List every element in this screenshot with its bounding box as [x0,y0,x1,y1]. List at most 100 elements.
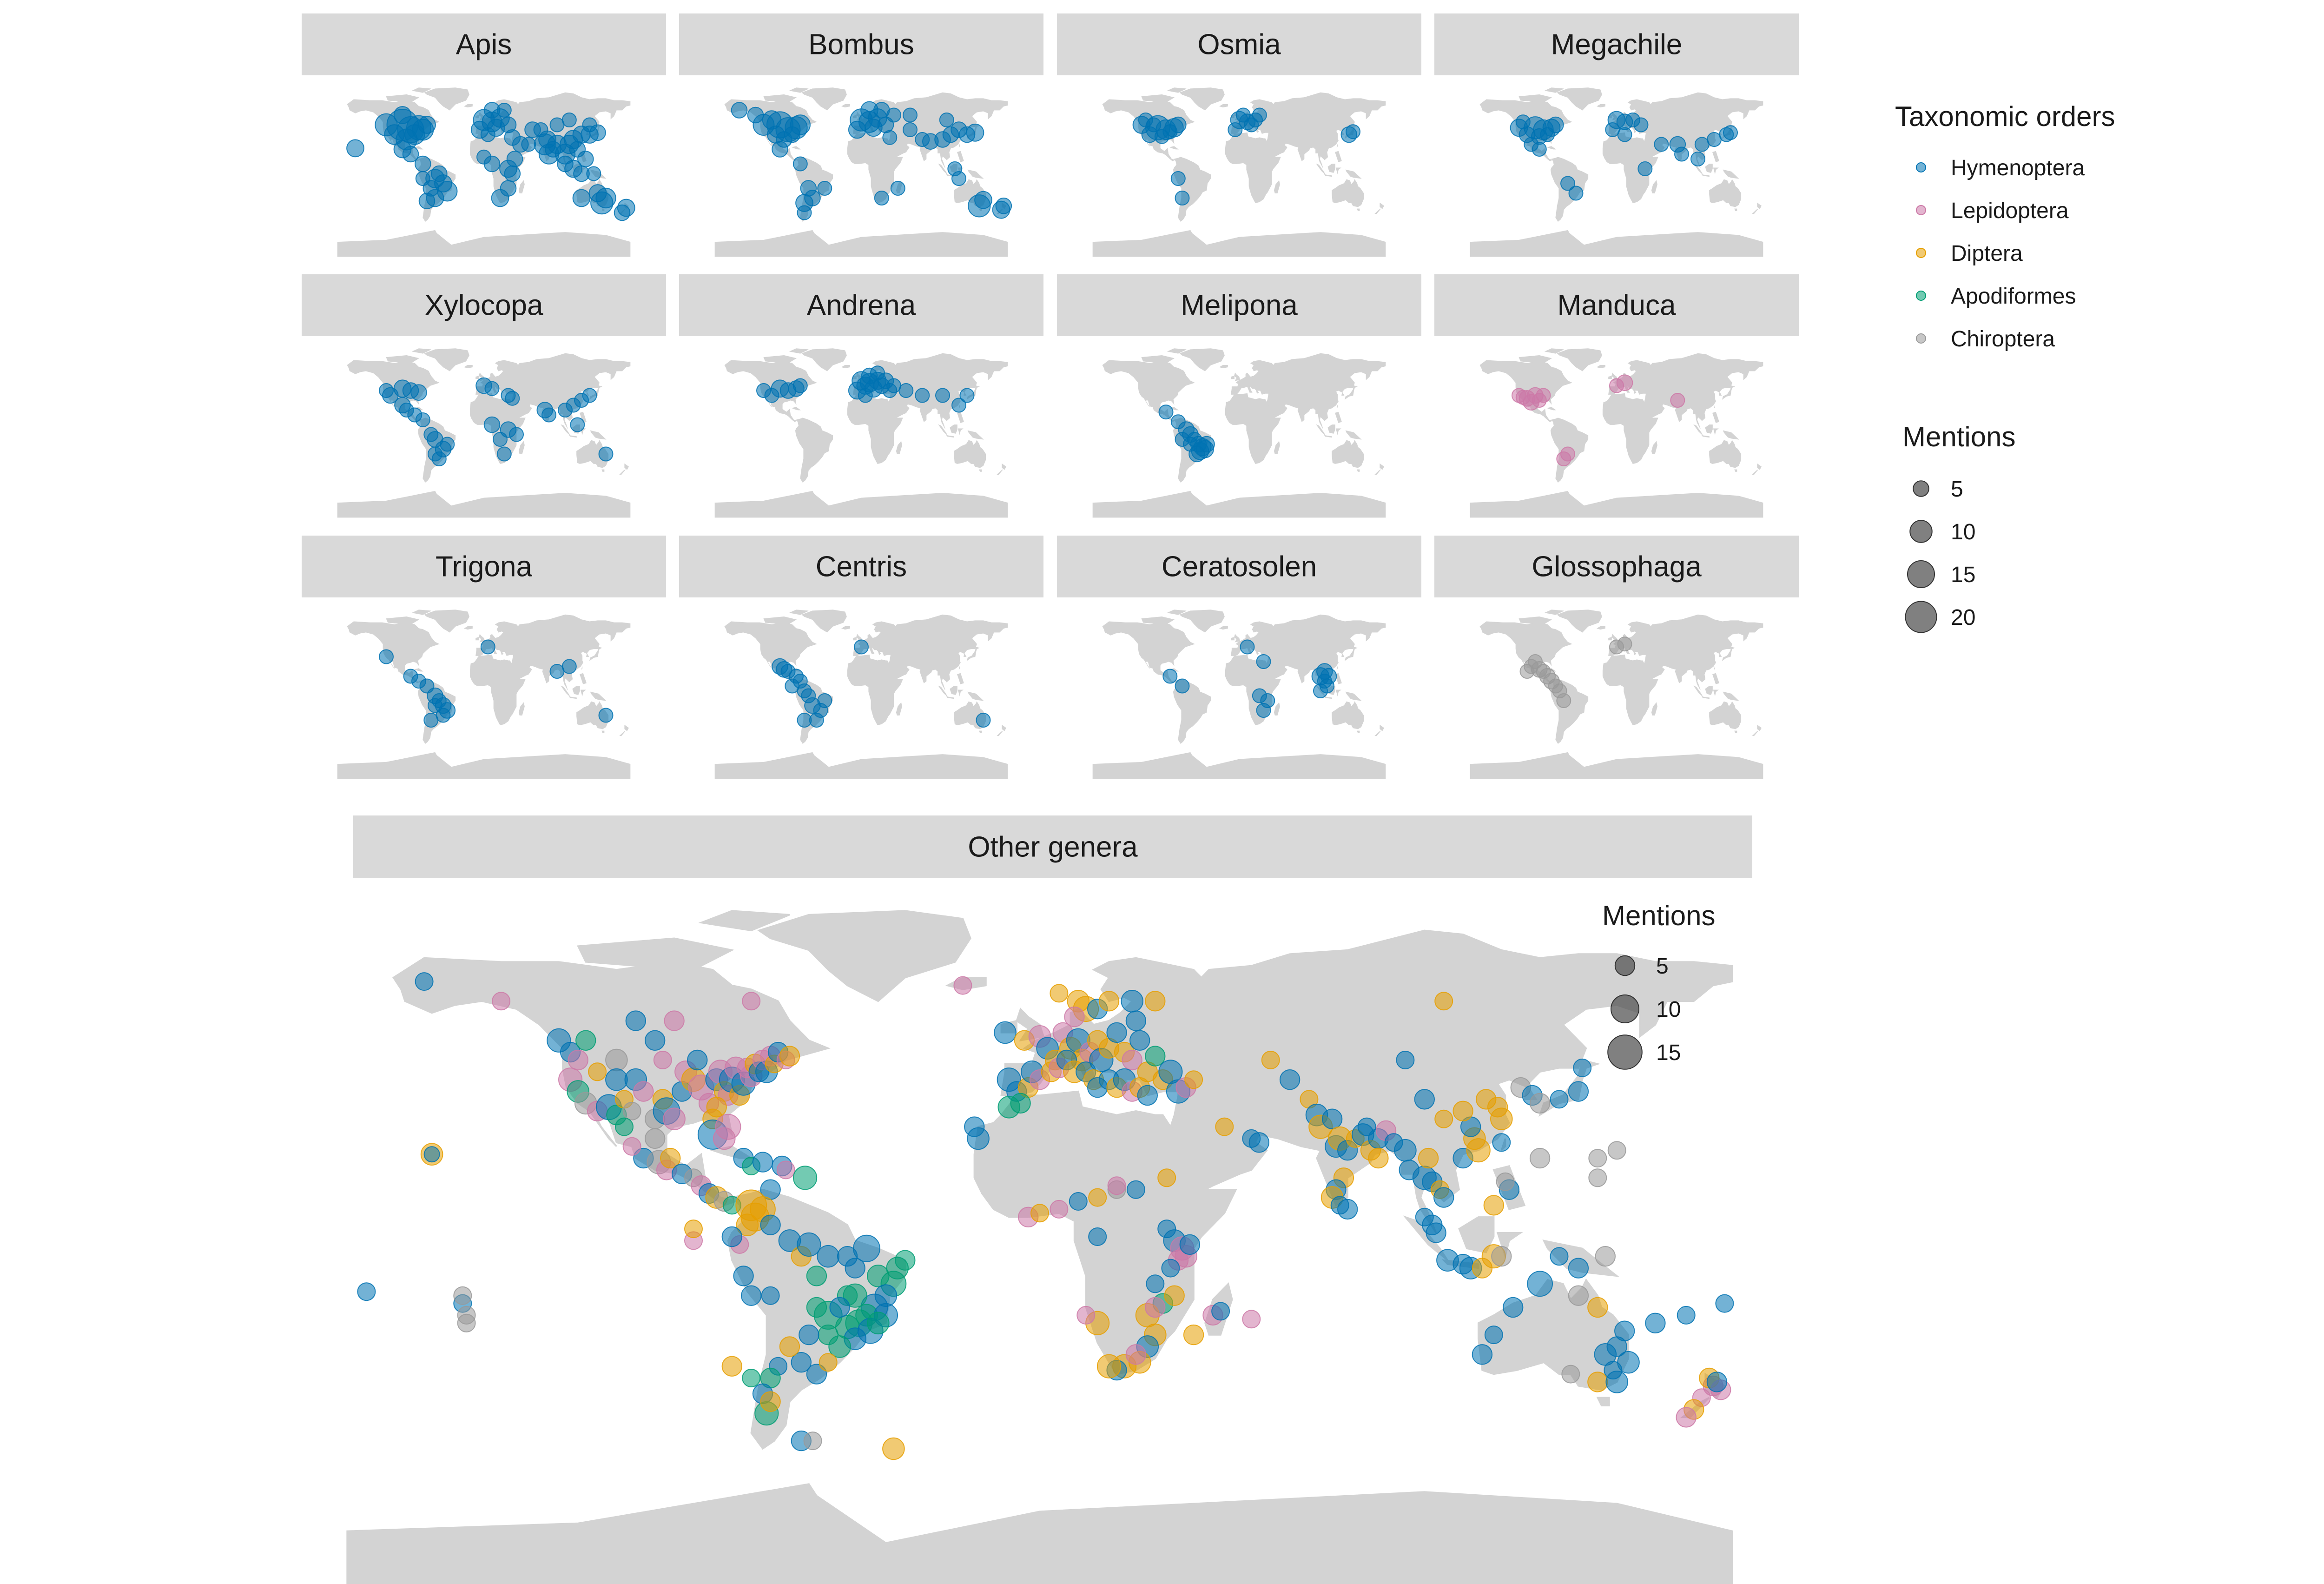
panel-other-genera-point-chiroptera [1568,1285,1589,1306]
panel-apis-point-hymenoptera [588,184,607,202]
panel-apis-point-hymenoptera [476,149,491,165]
legend-size-label: 15 [1951,563,1975,587]
panel-other-genera-point-hymenoptera [1414,1089,1435,1110]
panel-other-genera-point-diptera [819,1353,838,1372]
panel-other-genera-point-chiroptera [1529,1093,1551,1114]
panel-other-genera-point-diptera [706,1097,727,1118]
panel-other-genera-point-hymenoptera [357,1282,376,1301]
panel-xylocopa-point-hymenoptera [379,383,394,398]
panel-xylocopa-point-hymenoptera [415,412,430,427]
panel-other-genera-point-apodiformes [793,1166,818,1190]
panel-megachile-point-hymenoptera [1568,186,1584,201]
legend-label-lepidoptera: Lepidoptera [1951,199,2069,223]
panel-ceratosolen-point-hymenoptera [1240,639,1255,655]
panel-megachile-strip [1434,13,1799,75]
panel-xylocopa-strip [302,274,666,336]
panel-other-genera-point-diptera [1215,1117,1234,1136]
panel-other-genera-point-hymenoptera [1211,1302,1230,1321]
panel-bombus-strip [679,13,1043,75]
panel-other-genera-point-chiroptera [1588,1168,1607,1187]
panel-other-genera-point-diptera [1368,1147,1389,1169]
panel-other-genera-point-diptera [882,1437,905,1460]
panel-megachile-point-hymenoptera [1674,146,1689,162]
panel-other-genera-point-hymenoptera [994,1021,1017,1044]
panel-other-genera-point-hymenoptera [967,1127,990,1150]
panel-centris-point-hymenoptera [817,693,832,708]
panel-apis-point-hymenoptera [582,117,597,133]
panel-glossophaga-strip [1434,536,1799,597]
panel-other-genera-point-hymenoptera [1706,1372,1728,1392]
panel-other-genera-point-hymenoptera [1605,1371,1628,1393]
panel-other-genera-point-hymenoptera [1396,1051,1415,1069]
panel-xylocopa-point-hymenoptera [484,381,500,396]
panel-other-genera-point-diptera [1261,1051,1280,1069]
panel-other-genera-point-hymenoptera [1321,1108,1343,1129]
panel-other-genera-point-hymenoptera [1472,1344,1493,1365]
panel-other-genera-point-hymenoptera [1433,1187,1454,1208]
panel-xylocopa-point-hymenoptera [423,427,439,442]
panel-apis-point-hymenoptera [506,151,523,167]
panel-trigona-point-hymenoptera [561,659,577,674]
panel-andrena-point-hymenoptera [935,388,950,403]
panel-other-genera-point-chiroptera [1607,1141,1626,1160]
legend-key-diptera [1916,248,1926,258]
panel-manduca-point-lepidoptera [1512,388,1526,403]
panel-other-genera-point-hymenoptera [1179,1234,1201,1255]
legend-size-key [1905,601,1937,633]
panel-other-genera-point-lepidoptera [953,976,972,995]
panel-other-genera-point-diptera [779,1336,800,1357]
panel-apis-point-hymenoptera [614,204,631,221]
panel-other-genera-point-hymenoptera [605,1068,628,1091]
panel-melipona-strip [1057,274,1421,336]
panel-other-genera-point-hymenoptera [625,1010,647,1031]
panel-centris-land [714,609,1009,780]
legend-big-size-key [1611,994,1639,1023]
legend-size-key [1907,560,1935,588]
panel-osmia-point-hymenoptera [1170,171,1186,186]
panel-other-genera-point-hymenoptera [853,1234,880,1262]
panel-other-genera-point-chiroptera [1529,1147,1551,1169]
panel-other-genera-point-hymenoptera [1137,1085,1158,1106]
panel-centris-point-hymenoptera [797,713,812,728]
panel-megachile-point-hymenoptera [1532,142,1547,157]
panel-other-genera-point-lepidoptera [1676,1407,1697,1428]
panel-megachile-point-hymenoptera [1540,127,1555,142]
panel-apis-point-hymenoptera [431,165,448,182]
legend-label-apodiformes: Apodiformes [1951,284,2076,309]
panel-megachile-point-hymenoptera [1690,152,1705,166]
panel-xylocopa-point-hymenoptera [496,446,512,462]
legend-size-label: 20 [1951,605,1975,630]
panel-xylocopa-point-hymenoptera [493,432,508,447]
panel-manduca-point-lepidoptera [1556,451,1571,466]
panel-other-genera-point-hymenoptera [1492,1133,1511,1152]
panel-other-genera-point-diptera [660,1147,681,1169]
panel-other-genera-point-hymenoptera [1088,1227,1107,1246]
panel-other-genera-strip [353,815,1752,878]
panel-apis-point-hymenoptera [418,116,436,134]
panel-manduca-land [1469,348,1764,518]
panel-bombus-point-hymenoptera [792,156,808,172]
panel-other-genera-point-diptera [721,1356,743,1377]
panel-other-genera-point-apodiformes [615,1117,634,1136]
panel-other-genera-point-hymenoptera [752,1152,773,1173]
panel-bombus-point-hymenoptera [966,123,984,142]
panel-other-genera-point-apodiformes [843,1283,867,1308]
panel-melipona-point-hymenoptera [1175,432,1190,447]
panel-other-genera-point-chiroptera [1588,1149,1607,1168]
panel-other-genera-point-chiroptera [1595,1246,1616,1267]
panel-ceratosolen-title: Ceratosolen [1162,551,1317,583]
panel-bombus-point-hymenoptera [772,141,788,158]
panel-other-genera-point-hymenoptera [1614,1320,1635,1341]
panel-other-genera-point-chiroptera [605,1048,628,1072]
panel-trigona-title: Trigona [436,551,532,583]
panel-apis-point-hymenoptera [500,180,517,197]
panel-centris-point-hymenoptera [976,713,991,728]
panel-other-genera-point-hymenoptera [1106,1022,1127,1043]
panel-bombus-point-hymenoptera [848,120,866,139]
panel-other-genera-point-diptera [1088,1188,1107,1207]
panel-other-genera-point-chiroptera [457,1313,476,1332]
legend-big-size-key [1607,1034,1643,1070]
panel-andrena-point-hymenoptera [764,388,779,403]
panel-other-genera-point-apodiformes [895,1250,916,1271]
panel-bombus-point-hymenoptera [882,130,898,145]
